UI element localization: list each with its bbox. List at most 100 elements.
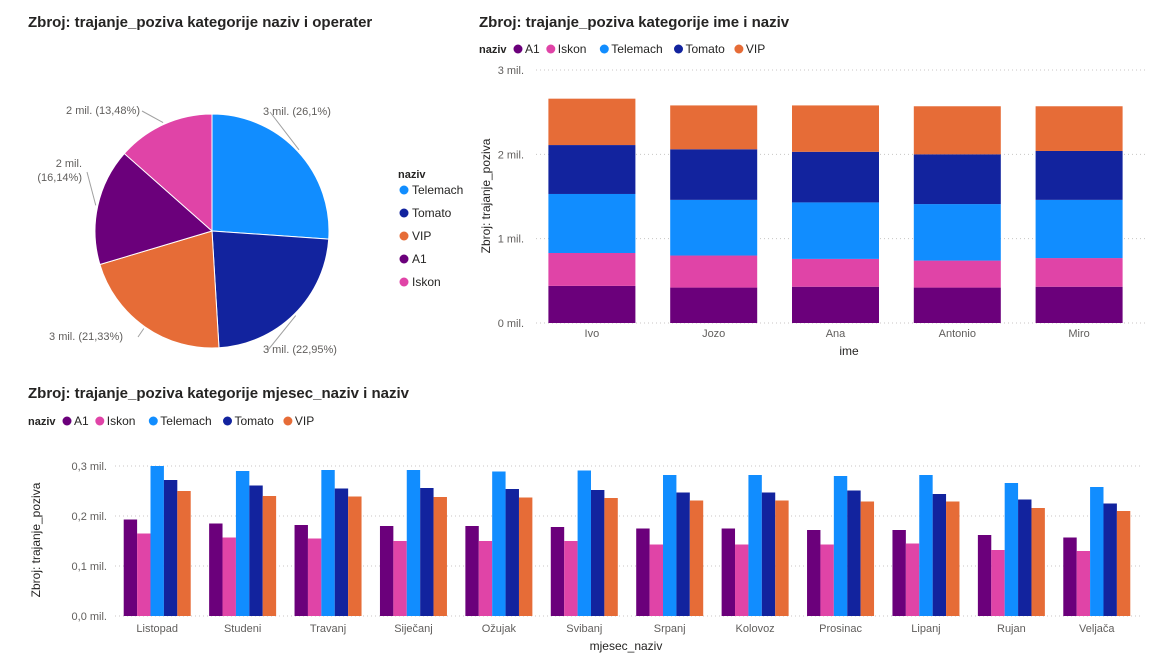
clustered-bar-a1[interactable] (123, 519, 138, 617)
stacked-bar-segment-a1[interactable] (913, 287, 1001, 323)
clustered-bar-telemach[interactable] (492, 471, 506, 617)
pie-slice-a1[interactable] (94, 152, 214, 266)
legend-label-telemach: Telemach (611, 42, 662, 56)
stacked-bar-segment-tomato[interactable] (670, 149, 758, 200)
stacked-bar-segment-vip[interactable] (792, 105, 879, 152)
clustered-bar-tomato[interactable] (1018, 499, 1032, 617)
clustered-bar-tomato[interactable] (505, 489, 519, 616)
clustered-bar-vip[interactable] (946, 501, 960, 617)
clustered-bar-vip[interactable] (348, 496, 362, 617)
clustered-bar-vip[interactable] (689, 500, 704, 617)
clustered-bar-iskon[interactable] (905, 543, 920, 617)
clustered-bar-telemach[interactable] (406, 470, 421, 616)
clustered-bar-iskon[interactable] (307, 538, 322, 617)
clustered-bar-telemach[interactable] (1090, 487, 1104, 616)
clustered-bar-iskon[interactable] (137, 533, 151, 617)
clustered-bar-tomato[interactable] (847, 490, 861, 617)
clustered-bar-vip[interactable] (433, 497, 447, 616)
clustered-bar-a1[interactable] (294, 525, 308, 616)
stacked-bar-segment-iskon[interactable] (548, 253, 636, 286)
stacked-bar-segment-telemach[interactable] (548, 193, 636, 254)
clustered-bar-vip[interactable] (1031, 508, 1045, 616)
clustered-bar-chart[interactable]: Zbroj: trajanje_poziva kategorije mjesec… (28, 385, 1140, 653)
clustered-bar-iskon[interactable] (991, 550, 1005, 616)
clustered-bar-tomato[interactable] (163, 480, 178, 616)
pie-slice-tomato[interactable] (211, 230, 330, 349)
clustered-bar-tomato[interactable] (761, 492, 776, 617)
clustered-bar-telemach[interactable] (919, 475, 933, 616)
clustered-bar-a1[interactable] (465, 526, 479, 616)
pie-legend-label: Tomato (412, 206, 452, 220)
clustered-bar-a1[interactable] (892, 530, 906, 616)
clustered-bar-a1[interactable] (721, 528, 736, 617)
clustered-bar-a1[interactable] (1063, 537, 1077, 617)
clustered-bar-telemach[interactable] (833, 476, 848, 616)
pie-slice-telemach[interactable] (211, 113, 330, 240)
clustered-bar-a1[interactable] (807, 530, 821, 616)
clustered-bar-vip[interactable] (518, 497, 533, 617)
stacked-bar-segment-tomato[interactable] (548, 145, 636, 194)
stacked-bar-segment-iskon[interactable] (792, 258, 879, 287)
stacked-bar-segment-telemach[interactable] (913, 204, 1001, 261)
clustered-bar-tomato[interactable] (334, 488, 349, 617)
stacked-bar-segment-vip[interactable] (548, 98, 636, 146)
clustered-bar-telemach[interactable] (1004, 483, 1019, 616)
clustered-bar-tomato[interactable] (932, 494, 947, 616)
clustered-bar-tomato[interactable] (1103, 503, 1117, 617)
clustered-bar-telemach[interactable] (748, 475, 762, 616)
stacked-bar-segment-tomato[interactable] (792, 151, 879, 203)
legend-marker-vip (283, 416, 293, 426)
clustered-bar-a1[interactable] (379, 526, 394, 616)
clustered-bar-tomato[interactable] (420, 488, 434, 616)
clustered-bar-iskon[interactable] (820, 544, 834, 617)
pie-slice-vip[interactable] (99, 230, 220, 349)
stacked-bar-segment-a1[interactable] (1035, 286, 1123, 323)
clustered-bar-iskon[interactable] (478, 541, 493, 616)
clustered-bar-iskon[interactable] (393, 541, 407, 616)
clustered-bar-vip[interactable] (1116, 511, 1131, 616)
clustered-bar-tomato[interactable] (590, 490, 605, 616)
stacked-bar-segment-vip[interactable] (1035, 106, 1123, 151)
y-tick-label: 0,0 mil. (72, 611, 107, 623)
stacked-bar-segment-telemach[interactable] (670, 199, 758, 256)
clustered-bar-iskon[interactable] (564, 541, 578, 616)
clustered-bar-iskon[interactable] (222, 537, 236, 617)
clustered-bar-telemach[interactable] (235, 471, 250, 616)
stacked-bar-segment-tomato[interactable] (1035, 150, 1123, 200)
stacked-bar-segment-telemach[interactable] (1035, 199, 1123, 259)
clustered-bar-vip[interactable] (604, 498, 618, 616)
clustered-bar-telemach[interactable] (321, 470, 335, 616)
clustered-bar-vip[interactable] (775, 500, 789, 617)
clustered-bar-vip[interactable] (177, 491, 191, 616)
clustered-bar-telemach[interactable] (663, 475, 677, 616)
clustered-bar-iskon[interactable] (649, 544, 664, 617)
clustered-bar-iskon[interactable] (1076, 551, 1091, 616)
stacked-bar-segment-tomato[interactable] (913, 154, 1001, 205)
clustered-bar-telemach[interactable] (577, 470, 591, 617)
stacked-bar-chart[interactable]: Zbroj: trajanje_poziva kategorije ime i … (479, 14, 1145, 358)
stacked-bar-segment-iskon[interactable] (670, 255, 758, 288)
stacked-bar-segment-iskon[interactable] (913, 260, 1001, 288)
y-tick-label: 3 mil. (498, 65, 524, 77)
clustered-bar-vip[interactable] (860, 501, 875, 617)
stacked-bar-segment-a1[interactable] (792, 286, 879, 323)
clustered-bar-iskon[interactable] (735, 544, 749, 617)
x-tick-label: Lipanj (911, 623, 940, 635)
stacked-bar-segment-iskon[interactable] (1035, 258, 1123, 287)
clustered-bar-a1[interactable] (209, 523, 223, 617)
clustered-bar-a1[interactable] (550, 527, 565, 616)
stacked-bar-segment-a1[interactable] (548, 285, 636, 323)
x-tick-label: Studeni (224, 623, 261, 635)
clustered-bar-tomato[interactable] (676, 492, 690, 617)
stacked-bar-segment-telemach[interactable] (792, 202, 879, 259)
stacked-bar-segment-a1[interactable] (670, 287, 758, 323)
clustered-bar-a1[interactable] (977, 535, 992, 616)
clustered-bar-tomato[interactable] (249, 485, 263, 617)
clustered-bar-a1[interactable] (636, 528, 650, 617)
stacked-bar-segment-vip[interactable] (670, 105, 758, 150)
clustered-bar-telemach[interactable] (150, 466, 164, 616)
stacked-bar-segment-vip[interactable] (913, 106, 1001, 155)
clustered-bar-vip[interactable] (262, 496, 277, 616)
pie-chart[interactable]: Zbroj: trajanje_poziva kategorije naziv … (28, 14, 463, 356)
pie-slice-iskon[interactable] (123, 113, 213, 233)
